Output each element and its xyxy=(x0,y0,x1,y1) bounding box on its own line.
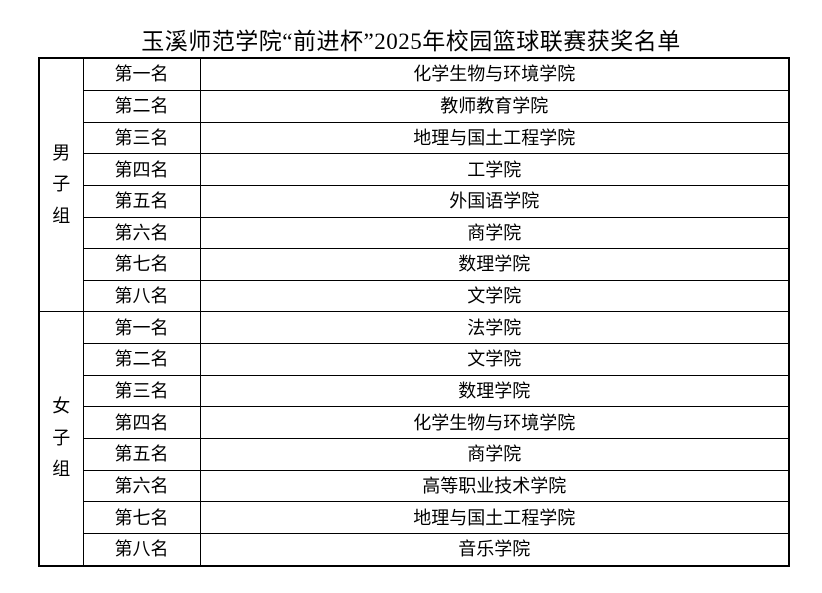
table-row: 第四名 工学院 xyxy=(39,153,790,186)
table-row: 第八名 文学院 xyxy=(39,279,790,313)
college-cell: 地理与国土工程学院 xyxy=(199,121,790,155)
college-cell: 教师教育学院 xyxy=(199,89,790,123)
table-row: 第五名 外国语学院 xyxy=(39,184,790,218)
table-row: 第八名 音乐学院 xyxy=(39,532,790,567)
rank-cell: 第六名 xyxy=(82,216,201,250)
college-cell: 数理学院 xyxy=(199,374,790,408)
table-row: 第三名 地理与国土工程学院 xyxy=(39,121,790,155)
table-row: 女子组 第一名 法学院 xyxy=(38,311,790,567)
table-row: 第七名 地理与国土工程学院 xyxy=(39,501,790,534)
page-title: 玉溪师范学院“前进杯”2025年校园篮球联赛获奖名单 xyxy=(141,29,681,54)
rank-cell: 第四名 xyxy=(82,153,201,186)
college-cell: 工学院 xyxy=(199,153,790,186)
college-cell: 外国语学院 xyxy=(199,184,790,218)
college-cell: 法学院 xyxy=(199,311,790,345)
rank-cell: 第一名 xyxy=(82,311,201,345)
college-cell: 音乐学院 xyxy=(199,532,790,567)
table-row: 第六名 高等职业技术学院 xyxy=(39,469,790,503)
award-table: 男子组 第一名 化学生物与环境学院 第二名 教师教育学院 第三名 地理与国土工程… xyxy=(38,57,790,567)
rank-cell: 第三名 xyxy=(82,374,201,408)
table-row: 第四名 化学生物与环境学院 xyxy=(39,406,790,440)
rank-cell: 第五名 xyxy=(82,184,201,218)
group-label-men: 男子组 xyxy=(52,142,71,226)
rank-cell: 第二名 xyxy=(82,89,201,123)
college-cell: 化学生物与环境学院 xyxy=(199,57,790,91)
table-row: 第二名 文学院 xyxy=(39,343,790,376)
rank-cell: 第五名 xyxy=(82,438,201,471)
rank-cell: 第八名 xyxy=(82,279,201,313)
group-label-women: 女子组 xyxy=(52,396,71,480)
rank-cell: 第六名 xyxy=(82,469,201,503)
rank-cell: 第七名 xyxy=(82,501,201,534)
table-row: 第七名 数理学院 xyxy=(39,248,790,281)
college-cell: 地理与国土工程学院 xyxy=(199,501,790,534)
college-cell: 文学院 xyxy=(199,279,790,313)
rank-cell: 第三名 xyxy=(82,121,201,155)
college-cell: 高等职业技术学院 xyxy=(199,469,790,503)
rank-cell: 第四名 xyxy=(82,406,201,440)
college-cell: 数理学院 xyxy=(199,248,790,281)
table-row: 第六名 商学院 xyxy=(39,216,790,250)
group-cell-women: 女子组 xyxy=(38,311,84,567)
group-cell-men: 男子组 xyxy=(38,57,84,313)
rank-cell: 第七名 xyxy=(82,248,201,281)
rank-cell: 第八名 xyxy=(82,532,201,567)
table-row: 男子组 第一名 化学生物与环境学院 xyxy=(38,57,790,313)
rank-cell: 第二名 xyxy=(82,343,201,376)
college-cell: 商学院 xyxy=(199,216,790,250)
college-cell: 商学院 xyxy=(199,438,790,471)
rank-cell: 第一名 xyxy=(82,57,201,91)
table-row: 第五名 商学院 xyxy=(39,438,790,471)
college-cell: 化学生物与环境学院 xyxy=(199,406,790,440)
college-cell: 文学院 xyxy=(199,343,790,376)
table-row: 第三名 数理学院 xyxy=(39,374,790,408)
table-row: 第二名 教师教育学院 xyxy=(39,89,790,123)
